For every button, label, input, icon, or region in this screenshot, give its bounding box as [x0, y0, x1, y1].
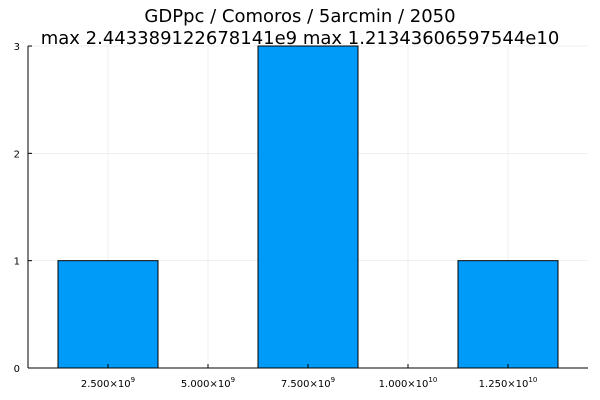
- x-tick-label: 2.500×109: [81, 376, 135, 390]
- y-tick-label: 0: [14, 364, 20, 375]
- x-tick-label: 7.500×109: [281, 376, 335, 390]
- axes: [27, 45, 588, 369]
- histogram-bar: [457, 260, 559, 369]
- x-tick-label: 5.000×109: [181, 376, 235, 390]
- x-tick-labels: 2.500×109 5.000×109 7.500×109 1.000×1010 1.2…: [81, 376, 537, 390]
- bars: [57, 45, 559, 369]
- y-tick-labels: 0 1 2 3: [14, 42, 20, 375]
- y-tick-label: 3: [14, 42, 20, 53]
- y-tick-label: 1: [14, 257, 20, 268]
- histogram-bar: [257, 45, 359, 369]
- x-tick-label: 1.000×1010: [379, 376, 438, 390]
- y-tick-label: 2: [14, 149, 20, 160]
- x-tick-label: 1.250×1010: [479, 376, 538, 390]
- chart-subtitle: max 2.443389122678141e9 max 1.2134360659…: [41, 28, 560, 49]
- chart-title: GDPpc / Comoros / 5arcmin / 2050: [144, 6, 455, 27]
- histogram-bar: [57, 260, 159, 369]
